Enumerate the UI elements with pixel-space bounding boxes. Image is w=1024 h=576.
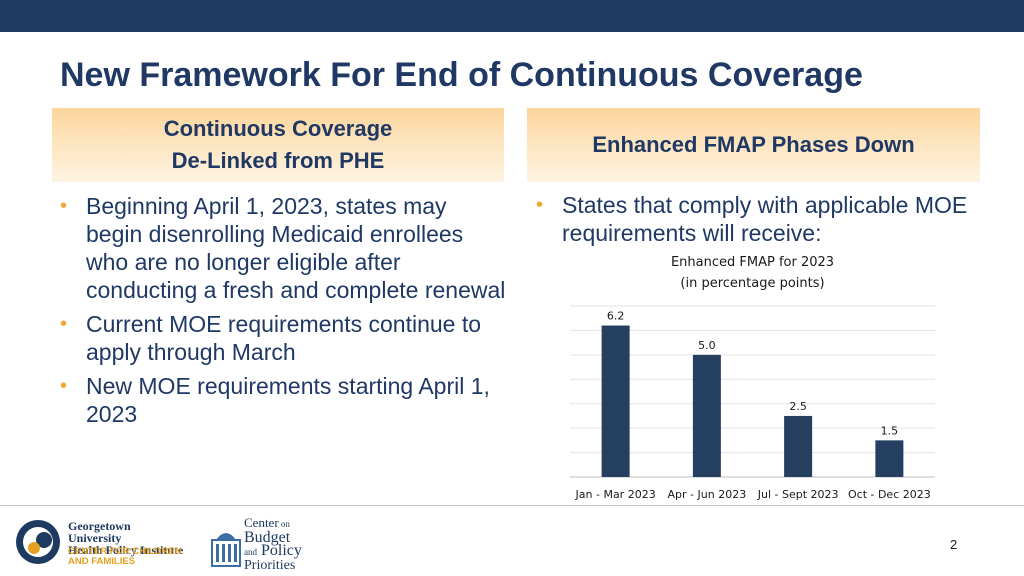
left-panel-header: Continuous Coverage De-Linked from PHE — [52, 108, 504, 182]
georgetown-name: Georgetown University Health Policy Inst… — [68, 519, 184, 557]
chart-data-label: 2.5 — [789, 400, 807, 413]
bullet-dot-icon: • — [60, 375, 68, 397]
georgetown-center-name: CENTER FOR CHILDREN AND FAMILIES — [68, 546, 182, 567]
chart-category-label: Oct - Dec 2023 — [848, 488, 931, 501]
footer-divider — [0, 505, 1024, 506]
chart-bar — [692, 354, 721, 477]
bullet-item: • Current MOE requirements continue to ap… — [60, 311, 482, 365]
fmap-bar-chart: 6.2 Jan - Mar 2023 5.0 Apr - Jun 2023 2.5 Jul… — [570, 305, 935, 501]
chart-category-label: Jul - Sept 2023 — [757, 488, 839, 501]
capitol-dome-icon — [211, 533, 241, 567]
chart-bar — [601, 325, 630, 477]
left-header-line1: Continuous Coverage — [163, 116, 393, 141]
left-bullet-list: • Beginning April 1, 2023, states may beg… — [56, 192, 506, 434]
cbpp-name: Center on Budget and Policy Priorities — [244, 515, 302, 573]
right-header-text: Enhanced FMAP Phases Down — [592, 132, 915, 157]
page-number: 2 — [950, 537, 958, 552]
chart-data-label: 5.0 — [698, 339, 716, 352]
georgetown-seal-icon — [16, 520, 60, 564]
chart-subtitle: (in percentage points) — [680, 276, 825, 291]
bullet-dot-icon: • — [536, 194, 544, 216]
right-panel-header: Enhanced FMAP Phases Down — [527, 108, 980, 182]
chart-category-label: Apr - Jun 2023 — [668, 488, 747, 501]
chart-bar — [875, 440, 904, 477]
bullet-item: • New MOE requirements starting April 1, … — [60, 373, 490, 427]
chart-category-label: Jan - Mar 2023 — [575, 488, 656, 501]
bullet-dot-icon: • — [60, 313, 68, 335]
bullet-dot-icon: • — [60, 195, 68, 217]
left-header-line2: De-Linked from PHE — [171, 148, 385, 173]
chart-bar — [784, 415, 813, 477]
right-bullet-list: • States that comply with applicable MOE … — [532, 191, 972, 253]
bullet-item: • Beginning April 1, 2023, states may beg… — [60, 193, 506, 303]
georgetown-hpi-logo: Georgetown University Health Policy Inst… — [14, 518, 184, 568]
top-banner — [0, 0, 1024, 32]
chart-title-block: Enhanced FMAP for 2023 (in percentage po… — [600, 252, 905, 294]
bullet-item: • States that comply with applicable MOE … — [536, 192, 968, 246]
cbpp-logo: Center on Budget and Policy Priorities — [210, 515, 310, 573]
slide-title: New Framework For End of Continuous Cove… — [60, 56, 863, 94]
chart-data-label: 1.5 — [881, 424, 899, 437]
chart-data-label: 6.2 — [607, 310, 625, 323]
chart-title: Enhanced FMAP for 2023 — [670, 255, 835, 270]
